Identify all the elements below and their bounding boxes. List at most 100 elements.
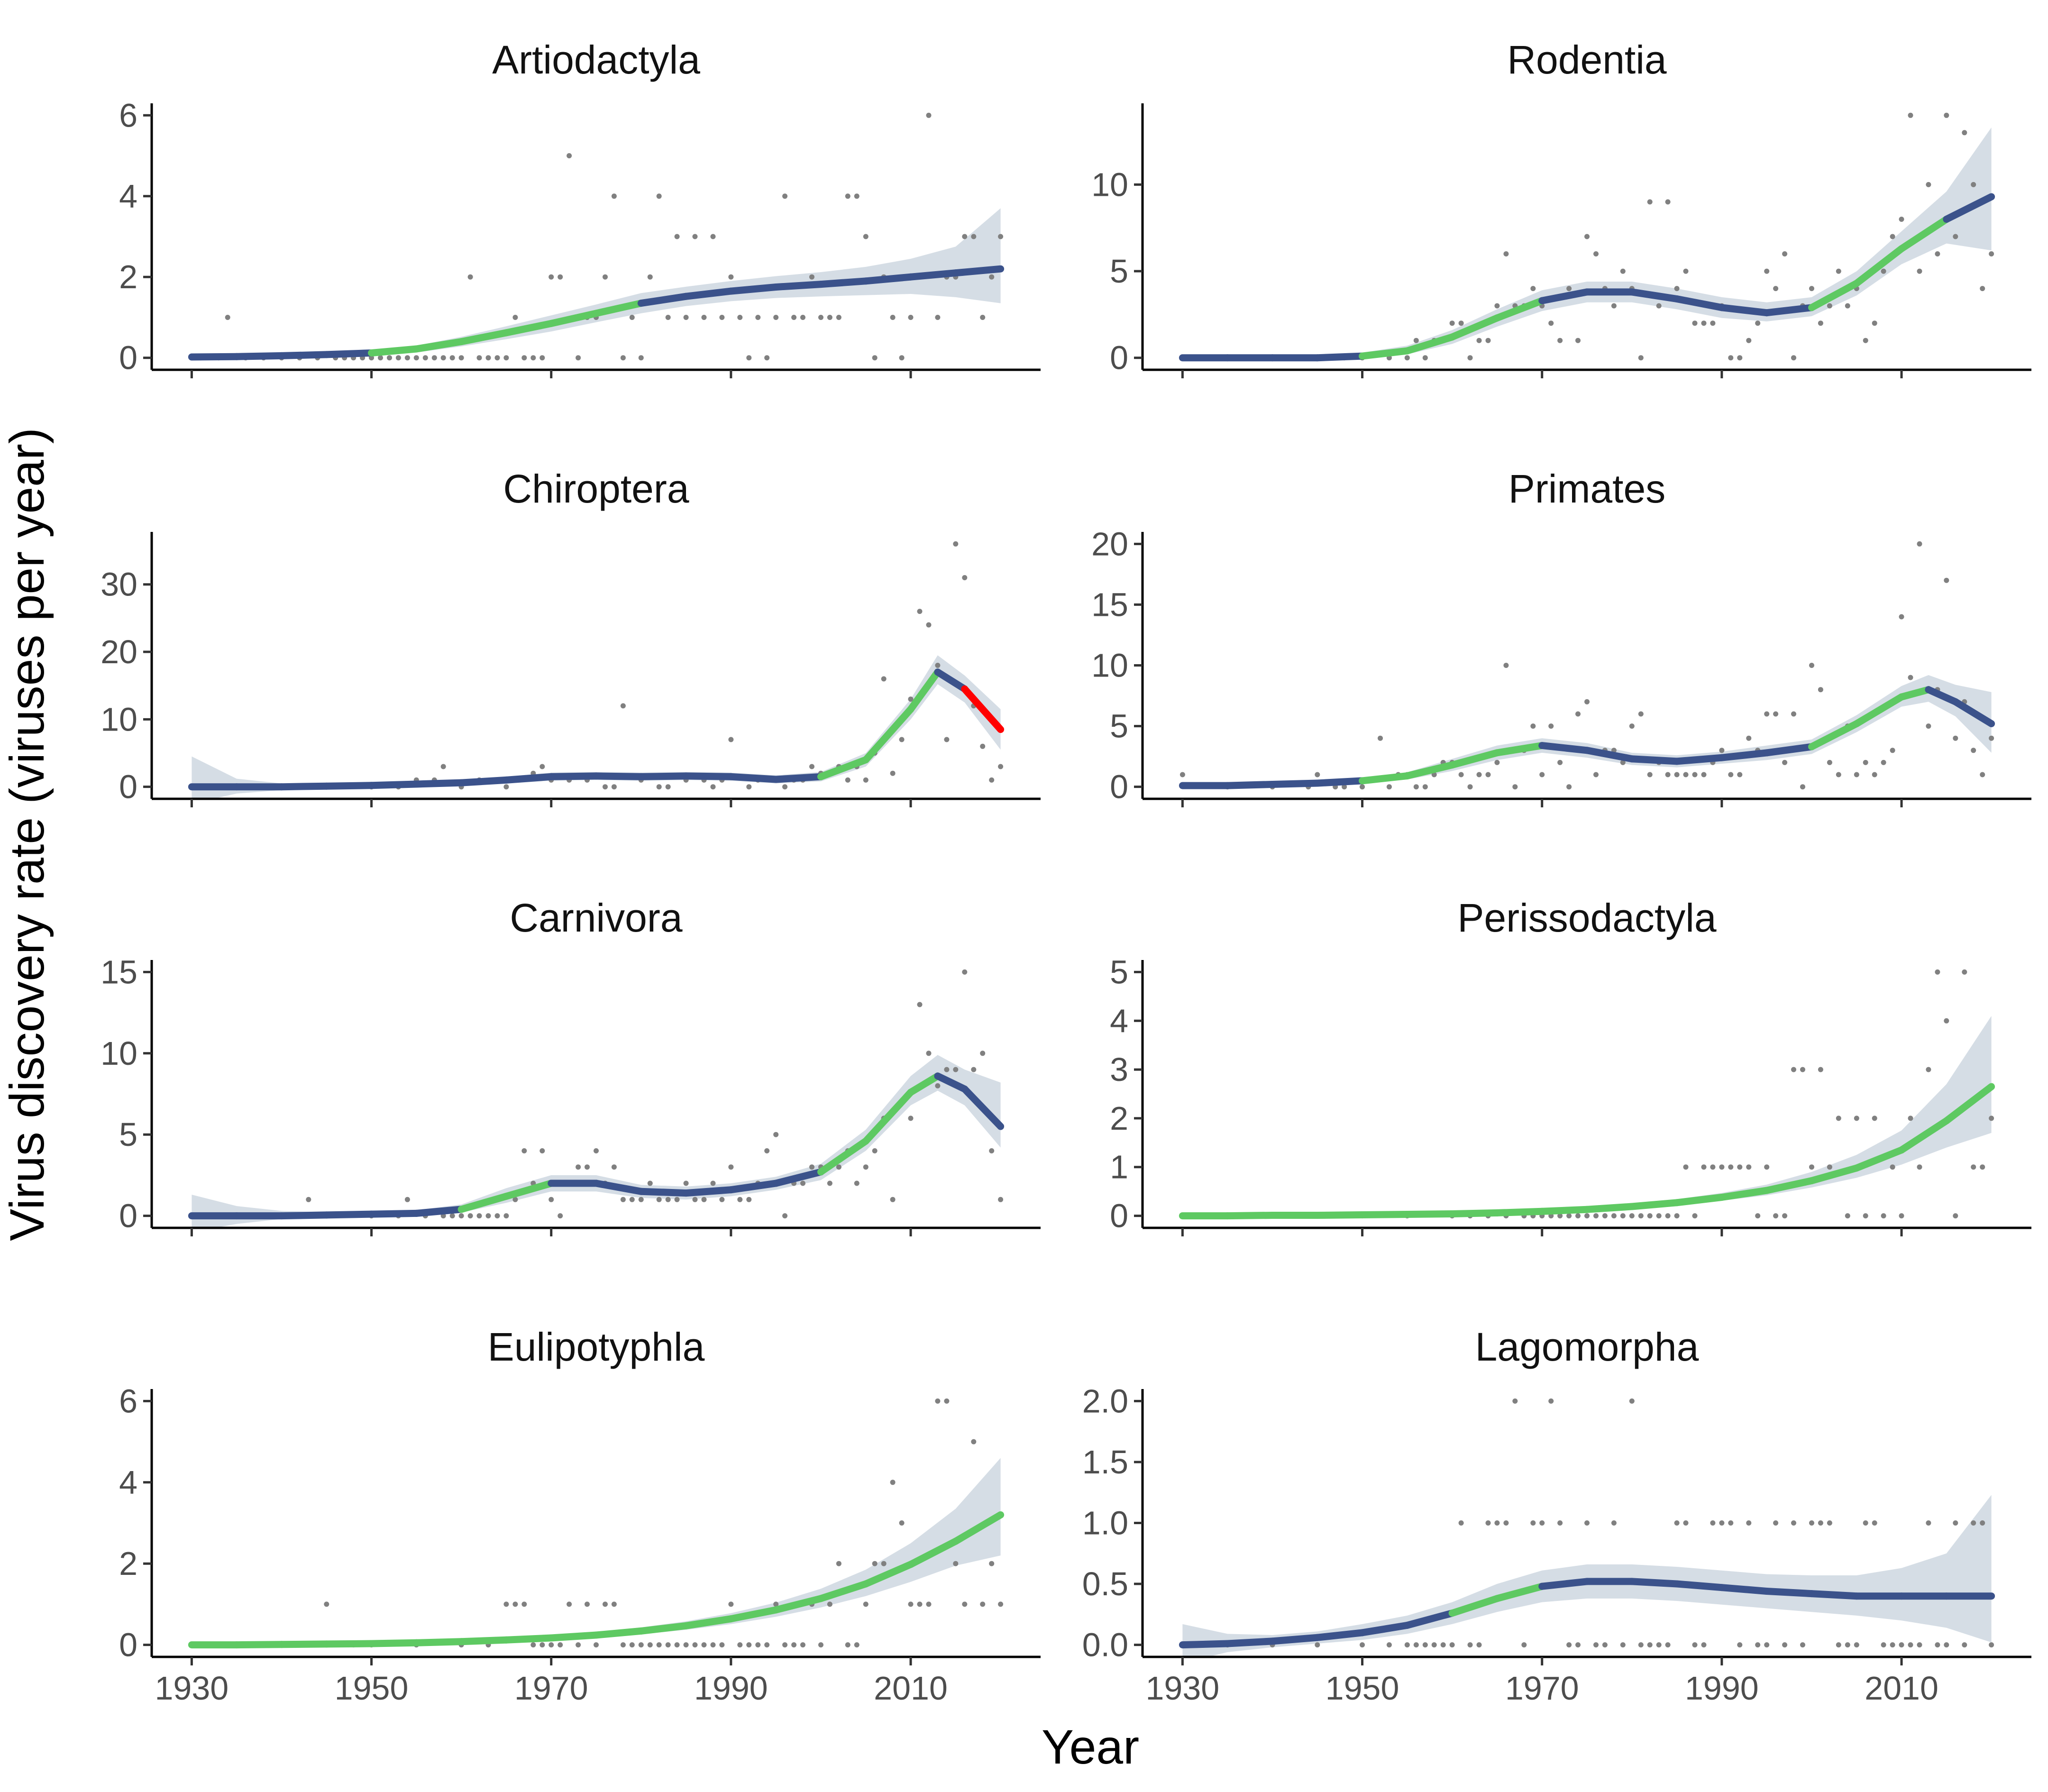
trend-segment-increasing [457,329,510,346]
data-point [890,315,896,320]
y-tick-label: 0 [119,339,137,376]
data-point [1953,735,1958,741]
data-point [1539,772,1545,777]
data-point [683,1642,689,1648]
data-point [692,1197,698,1202]
data-point [395,355,401,361]
data-point [1944,112,1949,118]
confidence-band [1182,127,1992,358]
trend-segment-increasing [1673,1194,1726,1207]
data-point [1791,711,1796,717]
data-point [567,1601,572,1607]
data-point [1512,784,1518,790]
y-tick-label: 20 [1091,525,1128,562]
data-point [1710,1164,1716,1170]
y-tick-label: 10 [1091,647,1128,684]
data-point [998,764,1004,769]
data-point [782,784,788,790]
data-point [971,1067,977,1072]
data-point [1566,784,1572,790]
data-point [863,777,869,783]
data-point [962,969,968,975]
data-point [692,234,698,239]
data-point [719,315,725,320]
data-point [1665,772,1671,777]
data-point [1503,663,1509,668]
data-point [1818,320,1823,326]
data-point [737,1197,743,1202]
data-point [404,1197,410,1202]
data-point [629,315,635,320]
trend-segment-increasing [1943,1083,1995,1125]
data-point [503,1213,509,1219]
data-point [728,1164,734,1170]
data-point [728,1601,734,1607]
data-point [576,1642,581,1648]
data-point [1315,772,1320,777]
data-point [1674,1213,1680,1219]
x-tick-label: 1930 [155,1670,229,1707]
x-tick-label: 1970 [514,1670,588,1707]
data-point [1386,784,1392,790]
data-point [1683,268,1689,274]
data-point [1566,1213,1572,1219]
data-point [1701,772,1707,777]
data-point [1548,723,1554,729]
data-point [611,193,617,199]
data-point [764,1642,770,1648]
data-point [1764,268,1770,274]
panel-title: Chiroptera [503,466,689,511]
data-point [1782,759,1788,765]
data-point [1737,355,1743,361]
data-point [1665,1213,1671,1219]
data-point [863,1601,869,1607]
data-point [1593,1642,1599,1648]
data-point [422,355,428,361]
data-point [1800,784,1805,790]
data-point [998,1197,1004,1202]
panel-title: Primates [1509,466,1665,511]
data-point [1863,1520,1868,1526]
data-point [1890,748,1895,753]
data-point [611,1601,617,1607]
data-point [1404,355,1410,361]
trend-segment-steady [682,287,735,300]
trend-segment-steady [412,1206,465,1217]
data-point [1791,355,1796,361]
trend-segment-steady [862,273,914,285]
data-point [1845,1213,1850,1219]
trend-segment-steady [323,1210,375,1219]
data-point [1665,1642,1671,1648]
data-point [1692,772,1698,777]
data-point [971,234,977,239]
data-point [324,1601,329,1607]
data-point [1980,1164,1985,1170]
data-point [1647,1642,1653,1648]
data-point [1971,1164,1976,1170]
confidence-band [1182,1495,1992,1657]
data-point [1485,1520,1491,1526]
data-point [1584,234,1590,239]
data-point [1962,1642,1967,1648]
data-point [440,764,446,769]
data-point [665,1197,671,1202]
trend-segment-steady [1943,193,1995,223]
trend-segment-increasing [1403,761,1456,780]
trend-segment-steady [1314,352,1366,362]
data-point [458,355,464,361]
data-point [1944,1018,1949,1024]
data-point [800,315,805,320]
data-point [1782,1213,1788,1219]
data-point [440,355,446,361]
trend-segment-steady [548,772,600,780]
data-point [656,193,662,199]
data-point [1620,759,1626,765]
data-point [1935,969,1940,975]
data-point [1674,772,1680,777]
data-point [611,784,617,790]
trend-segment-steady [1628,755,1681,765]
data-point [1728,772,1734,777]
data-point [1593,772,1599,777]
data-point [935,315,941,320]
data-point [656,784,662,790]
